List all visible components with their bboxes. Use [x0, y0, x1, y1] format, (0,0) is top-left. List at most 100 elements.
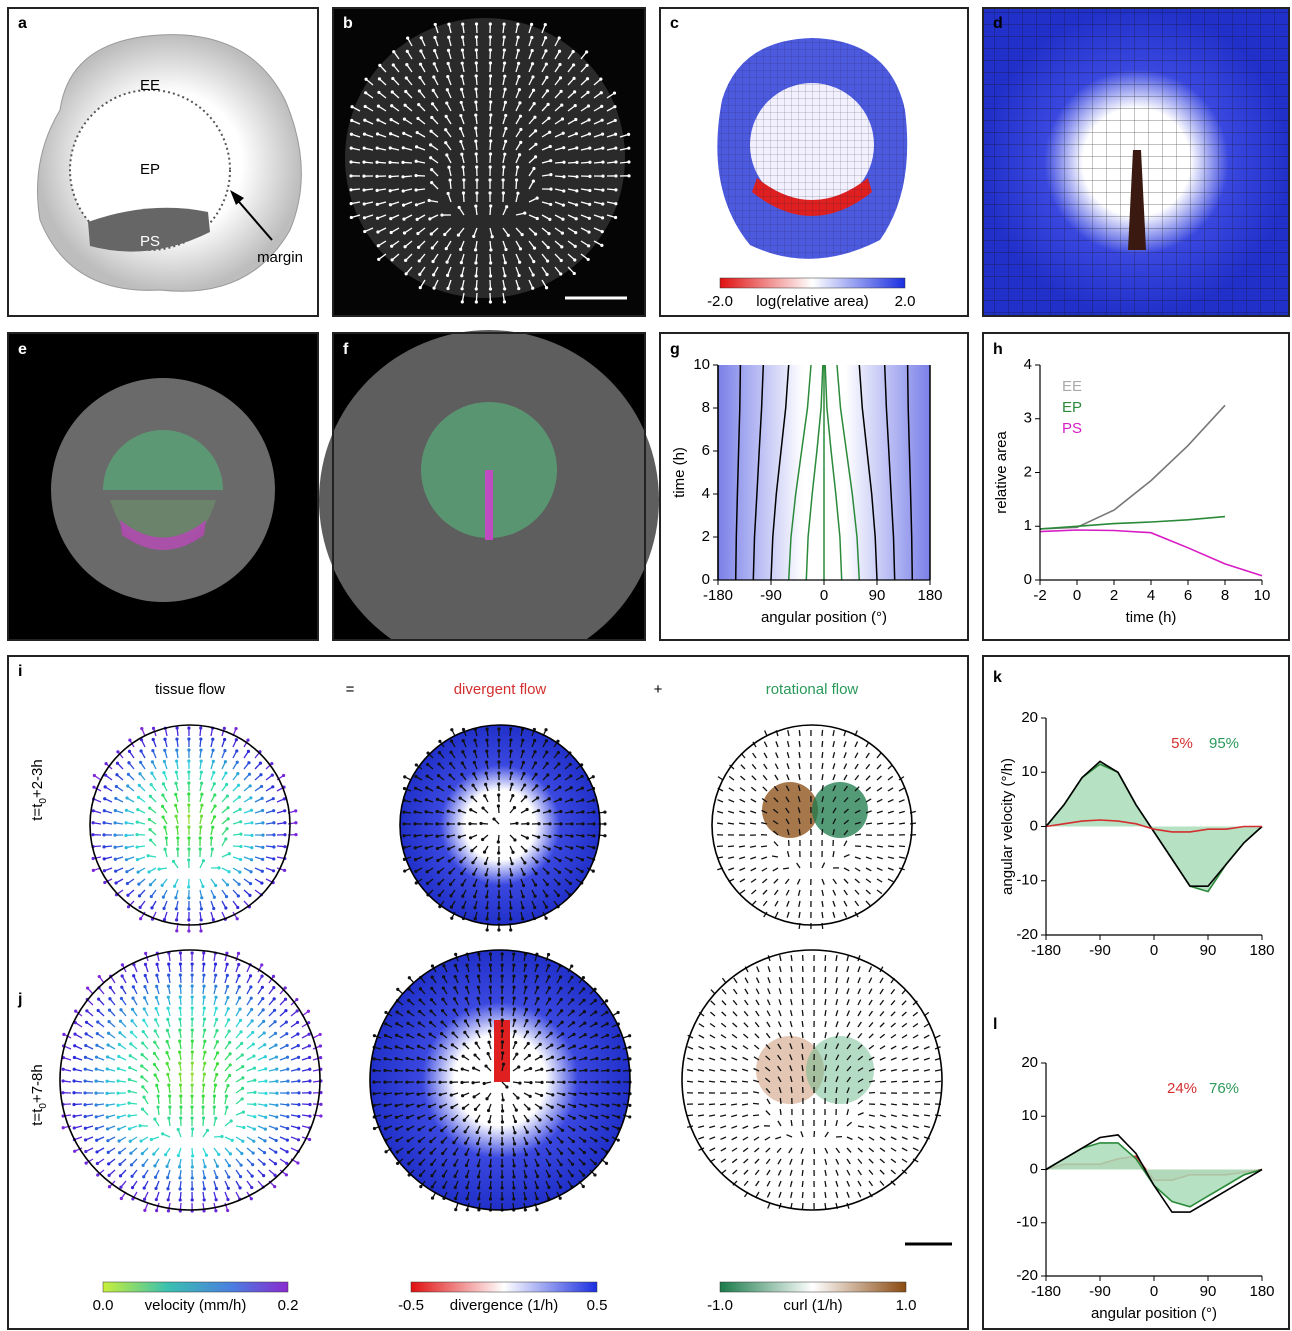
arrow	[869, 1000, 872, 1005]
arrow-head	[454, 975, 457, 978]
arrow-head	[536, 217, 539, 220]
arrow	[776, 752, 778, 758]
arrow-head	[128, 1066, 131, 1069]
arrow	[767, 1022, 770, 1027]
arrow-head	[307, 1033, 310, 1036]
arrow	[836, 1159, 839, 1164]
arrow	[754, 1045, 759, 1049]
arrow-head	[106, 1116, 109, 1119]
arrow-head	[401, 175, 404, 178]
arrow-head	[476, 1019, 479, 1022]
arrow-head	[465, 997, 468, 1000]
arrow-head	[509, 749, 512, 752]
arrow	[790, 1021, 792, 1027]
arrow-head	[395, 1045, 398, 1048]
arrow	[877, 788, 882, 791]
arrow-head	[217, 1153, 220, 1156]
arrow-head	[283, 809, 286, 812]
arrow-head	[462, 1042, 465, 1045]
arrow-head	[429, 1009, 432, 1012]
arrow-head	[228, 1041, 231, 1044]
arrow	[775, 775, 778, 780]
arrow-head	[250, 821, 253, 824]
arrow-head	[418, 76, 421, 79]
arrow	[731, 1115, 737, 1117]
arrow-head	[273, 1185, 276, 1188]
arrow-head	[250, 997, 253, 1000]
arrow	[764, 742, 767, 747]
arrow-head	[464, 1019, 467, 1022]
arrow	[869, 1034, 873, 1038]
arrow-head	[484, 783, 487, 786]
arrow-head	[536, 1175, 539, 1178]
arrow-head	[601, 175, 604, 178]
arrow-head	[460, 1081, 463, 1084]
arrow	[779, 1181, 781, 1187]
arrow-head	[419, 1162, 422, 1165]
arrow	[778, 1121, 781, 1126]
arrow	[888, 788, 893, 791]
arrow-head	[445, 101, 448, 104]
arrow-head	[547, 232, 550, 235]
arrow-head	[297, 1056, 300, 1059]
arrow-head	[273, 1009, 276, 1012]
arrow-head	[125, 796, 128, 799]
arrow-head	[419, 1174, 422, 1177]
arrow-head	[417, 103, 420, 106]
arrow-head	[73, 1033, 76, 1036]
arrow-head	[475, 165, 478, 168]
arrow-head	[497, 793, 500, 796]
arrow-head	[462, 906, 465, 909]
arrow-head	[405, 272, 408, 275]
arrow	[866, 879, 871, 882]
arrow-head	[384, 1127, 387, 1130]
arrow	[888, 823, 894, 824]
arrow-head	[416, 232, 419, 235]
arrow-head	[545, 905, 548, 908]
arrow-head	[536, 964, 539, 967]
ps-region	[485, 470, 493, 540]
arrow	[698, 1081, 704, 1082]
arrow-head	[617, 1057, 620, 1060]
arrow	[789, 1148, 792, 1153]
arrow-head	[414, 858, 417, 861]
arrow-head	[97, 1009, 100, 1012]
arrow	[744, 1011, 748, 1016]
arrow-head	[130, 1163, 133, 1166]
arrow-head	[319, 1056, 322, 1059]
arrow-head	[229, 1063, 232, 1066]
row-label: t=t0+7-8h	[29, 1064, 49, 1125]
arrow-head	[191, 1028, 194, 1031]
arrow-head	[522, 761, 525, 764]
arrow-head	[449, 894, 452, 897]
arrow	[722, 1012, 726, 1016]
arrow-head	[448, 773, 451, 776]
arrow-head	[113, 834, 116, 837]
arrow-head	[149, 883, 152, 886]
arrow-head	[540, 1081, 543, 1084]
arrow	[768, 977, 770, 983]
arrow-head	[503, 153, 506, 156]
arrow-head	[582, 1174, 585, 1177]
arrow-head	[535, 872, 538, 875]
arrow-head	[377, 105, 380, 108]
arrow-head	[155, 1084, 158, 1087]
arrow	[891, 1126, 897, 1128]
arrow-head	[212, 771, 215, 774]
arrow-head	[562, 146, 565, 149]
arrow	[765, 1137, 770, 1140]
arrow	[756, 989, 759, 994]
arrow	[833, 901, 835, 907]
arrow-head	[485, 884, 488, 887]
arrow-head	[297, 1115, 300, 1118]
arrow	[762, 879, 767, 883]
arrow-head	[106, 1127, 109, 1130]
arrow-head	[527, 1042, 530, 1045]
arrow-head	[285, 1032, 288, 1035]
arrow	[877, 799, 882, 802]
arrow-head	[187, 726, 190, 729]
arrow-head	[513, 1019, 516, 1022]
arrow	[891, 1104, 897, 1105]
arrow-head	[501, 963, 504, 966]
arrow-head	[475, 274, 478, 277]
